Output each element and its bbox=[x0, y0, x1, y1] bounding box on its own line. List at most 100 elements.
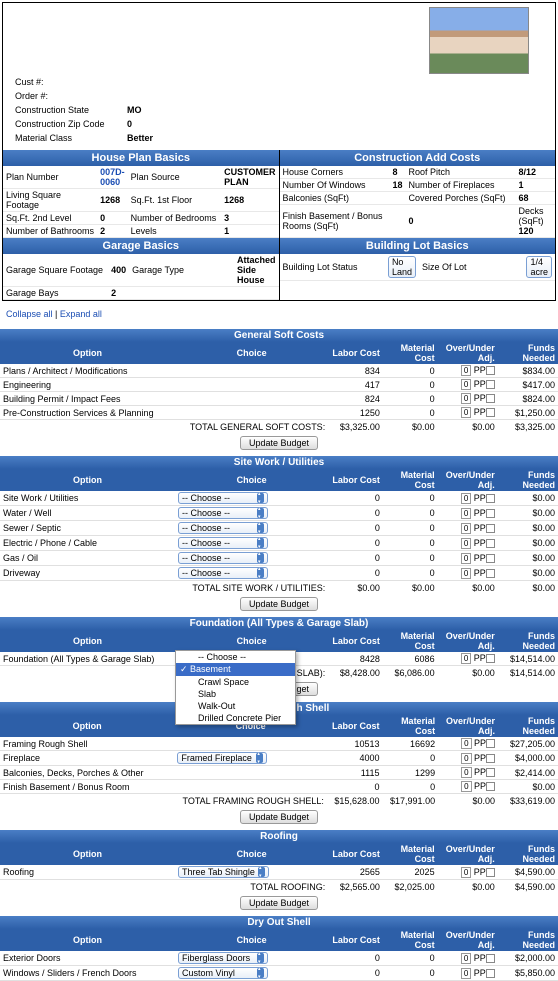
update-budget-button[interactable]: Update Budget bbox=[240, 597, 318, 611]
choice-select[interactable]: -- Choose -- bbox=[178, 552, 268, 564]
section-site: Site Work / UtilitiesOptionChoiceLabor C… bbox=[0, 456, 558, 613]
labor-cost: 0 bbox=[328, 491, 383, 506]
adj-input[interactable]: 0 bbox=[461, 538, 471, 549]
cost-row: Balconies, Decks, Porches & Other1115129… bbox=[0, 766, 558, 780]
pp-checkbox[interactable] bbox=[486, 868, 495, 877]
option-label: Electric / Phone / Cable bbox=[0, 536, 175, 551]
adj-input[interactable]: 0 bbox=[461, 753, 471, 764]
material-cost: 0 bbox=[383, 491, 438, 506]
dropdown-option[interactable]: Crawl Space bbox=[176, 676, 295, 688]
lot-size-select[interactable]: 1/4 acre bbox=[526, 256, 552, 278]
adj-input[interactable]: 0 bbox=[461, 493, 471, 504]
collapse-all-link[interactable]: Collapse all bbox=[6, 309, 53, 319]
choice-select[interactable]: Framed Fireplace bbox=[177, 752, 267, 764]
pp-checkbox[interactable] bbox=[486, 654, 495, 663]
pp-checkbox[interactable] bbox=[486, 954, 495, 963]
add-costs-header: Construction Add Costs bbox=[280, 150, 556, 166]
pp-checkbox[interactable] bbox=[486, 739, 495, 748]
material-cost: 0 bbox=[383, 392, 438, 406]
choice-select[interactable]: Fiberglass Doors bbox=[178, 952, 268, 964]
funds-needed: $0.00 bbox=[498, 551, 558, 566]
funds-needed: $0.00 bbox=[498, 566, 558, 581]
update-budget-button[interactable]: Update Budget bbox=[240, 896, 318, 910]
adj-input[interactable]: 0 bbox=[461, 553, 471, 564]
material-cost: 0 bbox=[383, 521, 438, 536]
dropdown-option[interactable]: Basement bbox=[176, 663, 295, 676]
update-budget-button[interactable]: Update Budget bbox=[240, 810, 318, 824]
material-cost: 1299 bbox=[382, 766, 438, 780]
pp-checkbox[interactable] bbox=[486, 408, 495, 417]
update-budget-button[interactable]: Update Budget bbox=[240, 436, 318, 450]
pp-checkbox[interactable] bbox=[486, 754, 495, 763]
dropdown-option[interactable]: Slab bbox=[176, 688, 295, 700]
choice-select[interactable]: -- Choose -- bbox=[178, 522, 268, 534]
pp-checkbox[interactable] bbox=[486, 782, 495, 791]
material-cost: 0 bbox=[383, 966, 438, 981]
choice-select[interactable]: -- Choose -- bbox=[178, 537, 268, 549]
pp-checkbox[interactable] bbox=[486, 509, 495, 518]
adj-input[interactable]: 0 bbox=[461, 968, 471, 979]
adj-input[interactable]: 0 bbox=[461, 379, 471, 390]
material-label: Material Class bbox=[11, 132, 121, 144]
plan-number-link[interactable]: 007D-0060 bbox=[97, 166, 128, 189]
adj-input[interactable]: 0 bbox=[461, 568, 471, 579]
option-label: Finish Basement / Bonus Room bbox=[0, 780, 174, 794]
expand-all-link[interactable]: Expand all bbox=[60, 309, 102, 319]
labor-cost: 1115 bbox=[327, 766, 383, 780]
section-title: Roofing bbox=[0, 830, 558, 843]
material-cost: 0 bbox=[383, 566, 438, 581]
cost-row: Sewer / Septic-- Choose --000 PP$0.00 bbox=[0, 521, 558, 536]
adj-input[interactable]: 0 bbox=[461, 523, 471, 534]
pp-checkbox[interactable] bbox=[486, 768, 495, 777]
funds-needed: $0.00 bbox=[498, 780, 558, 794]
material-cost: 0 bbox=[382, 780, 438, 794]
total-label: TOTAL ROOFING: bbox=[0, 880, 328, 895]
labor-cost: 8428 bbox=[328, 652, 383, 666]
cost-row: RoofingThree Tab Shingle256520250 PP$4,5… bbox=[0, 865, 558, 880]
pp-checkbox[interactable] bbox=[486, 969, 495, 978]
pp-checkbox[interactable] bbox=[486, 539, 495, 548]
adj-input[interactable]: 0 bbox=[461, 867, 471, 878]
funds-needed: $5,850.00 bbox=[498, 966, 558, 981]
choice-select[interactable]: Custom Vinyl bbox=[178, 967, 268, 979]
pp-checkbox[interactable] bbox=[486, 554, 495, 563]
adj-input[interactable]: 0 bbox=[461, 738, 471, 749]
pp-checkbox[interactable] bbox=[486, 394, 495, 403]
adj-input[interactable]: 0 bbox=[461, 393, 471, 404]
total-label: TOTAL FRAMING ROUGH SHELL: bbox=[0, 794, 327, 809]
top-info: Cust #: Order #: Construction StateMO Co… bbox=[3, 3, 555, 150]
cost-row: Exterior DoorsFiberglass Doors000 PP$2,0… bbox=[0, 951, 558, 966]
adj-input[interactable]: 0 bbox=[461, 407, 471, 418]
choice-select[interactable]: -- Choose -- bbox=[178, 507, 268, 519]
pp-checkbox[interactable] bbox=[486, 494, 495, 503]
option-label: Framing Rough Shell bbox=[0, 737, 174, 751]
option-label: Plans / Architect / Modifications bbox=[0, 364, 175, 378]
lot-status-select[interactable]: No Land bbox=[388, 256, 416, 278]
cost-row: Foundation (All Types & Garage Slab)-- C… bbox=[0, 652, 558, 666]
funds-needed: $0.00 bbox=[498, 536, 558, 551]
adj-input[interactable]: 0 bbox=[461, 508, 471, 519]
cost-row: Windows / Sliders / French DoorsCustom V… bbox=[0, 966, 558, 981]
dropdown-option[interactable]: Drilled Concrete Pier bbox=[176, 712, 295, 724]
pp-checkbox[interactable] bbox=[486, 524, 495, 533]
option-label: Roofing bbox=[0, 865, 175, 880]
choice-select[interactable]: -- Choose -- bbox=[178, 567, 268, 579]
funds-needed: $824.00 bbox=[498, 392, 558, 406]
choice-select[interactable]: Three Tab Shingle bbox=[178, 866, 269, 878]
adj-input[interactable]: 0 bbox=[461, 365, 471, 376]
dropdown-option[interactable]: -- Choose -- bbox=[176, 651, 295, 663]
choice-select[interactable]: -- Choose -- bbox=[178, 492, 268, 504]
house-image bbox=[429, 7, 529, 74]
section-roofing: RoofingOptionChoiceLabor CostMaterial Co… bbox=[0, 830, 558, 912]
adj-input[interactable]: 0 bbox=[461, 953, 471, 964]
adj-input[interactable]: 0 bbox=[461, 781, 471, 792]
foundation-dropdown[interactable]: -- Choose --BasementCrawl SpaceSlabWalk-… bbox=[175, 650, 296, 725]
adj-input[interactable]: 0 bbox=[461, 767, 471, 778]
pp-checkbox[interactable] bbox=[486, 380, 495, 389]
funds-needed: $417.00 bbox=[498, 378, 558, 392]
pp-checkbox[interactable] bbox=[486, 569, 495, 578]
pp-checkbox[interactable] bbox=[486, 366, 495, 375]
dropdown-option[interactable]: Walk-Out bbox=[176, 700, 295, 712]
adj-input[interactable]: 0 bbox=[461, 653, 471, 664]
labor-cost: 10513 bbox=[327, 737, 383, 751]
